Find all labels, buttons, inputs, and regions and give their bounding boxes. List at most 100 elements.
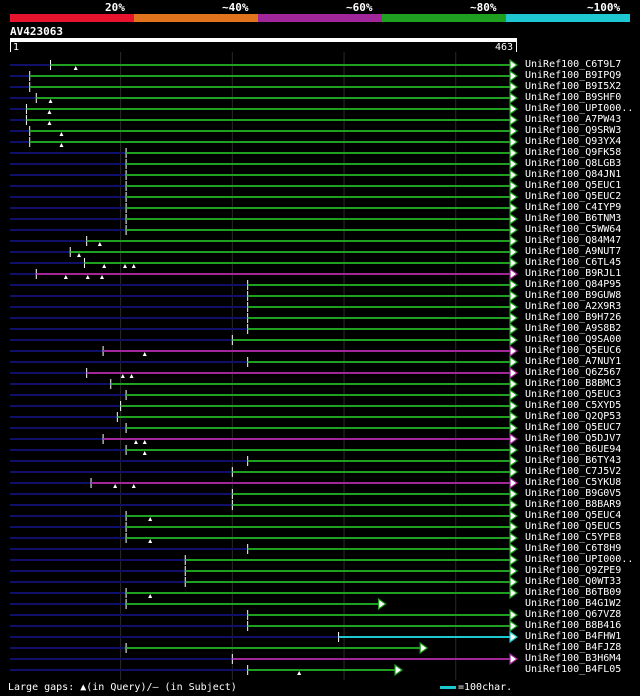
hit-label: UniRef100_Q9SA00 [525, 334, 622, 345]
hit-arrow [509, 311, 519, 325]
hit-label: UniRef100_Q5EUC2 [525, 191, 622, 202]
hit-arrow [509, 157, 519, 171]
hit-label: UniRef100_B9I5X2 [525, 81, 622, 92]
gap-marker [142, 451, 147, 455]
hit-arrow [509, 586, 519, 600]
hit-arrow [509, 575, 519, 589]
hit-arrow [509, 69, 519, 83]
hit-label: UniRef100_Q84P95 [525, 279, 622, 290]
gap-marker [102, 264, 107, 268]
gap-marker [63, 275, 68, 279]
footer-scale-legend: =100char. [440, 682, 512, 693]
hit-label: UniRef100_Q2QP53 [525, 411, 622, 422]
identity-color-legend [10, 14, 630, 22]
gap-marker [131, 264, 136, 268]
hit-arrow [509, 608, 519, 622]
hit-arrow [509, 410, 519, 424]
hit-arrow [509, 476, 519, 490]
hit-arrow [509, 201, 519, 215]
hit-label: UniRef100_Q6Z567 [525, 367, 622, 378]
hit-label: UniRef100_Q5EUC4 [525, 510, 622, 521]
hit-arrow [509, 421, 519, 435]
hit-arrow [509, 366, 519, 380]
gap-marker [47, 121, 52, 125]
query-id: AV423063 [10, 25, 63, 38]
gap-marker [142, 440, 147, 444]
gap-marker [59, 143, 64, 147]
hit-label: UniRef100_B9G0V5 [525, 488, 622, 499]
footer-gaps-legend: Large gaps: ▲(in Query)/— (in Subject) [8, 682, 237, 693]
hit-label: UniRef100_B4FHW1 [525, 631, 622, 642]
hit-label: UniRef100_B8BMC3 [525, 378, 622, 389]
gap-marker [73, 66, 78, 70]
gap-marker [142, 352, 147, 356]
hit-arrow [509, 256, 519, 270]
legend-segment [382, 14, 506, 22]
gap-marker [77, 253, 81, 257]
hit-label: UniRef100_C6T9L7 [525, 59, 622, 70]
hit-arrow [509, 80, 519, 94]
legend-label: ~40% [222, 1, 249, 14]
hit-arrow [377, 597, 387, 611]
legend-segment [258, 14, 382, 22]
hit-arrow [509, 179, 519, 193]
hit-arrow [509, 355, 519, 369]
hit-label: UniRef100_Q93YX4 [525, 136, 622, 147]
gap-marker [148, 517, 153, 521]
hit-label: UniRef100_A2X9R3 [525, 301, 622, 312]
gap-marker [48, 99, 53, 103]
legend-label: ~80% [470, 1, 497, 14]
hit-label: UniRef100_B8BAR9 [525, 499, 622, 510]
hit-label: UniRef100_B3H6M4 [525, 653, 622, 664]
hit-label: UniRef100_A9S8B2 [525, 323, 622, 334]
hit-arrow [509, 388, 519, 402]
gap-marker [148, 594, 153, 598]
hit-arrow [509, 509, 519, 523]
hit-arrow [419, 641, 429, 655]
hit-arrow [509, 542, 519, 556]
hit-arrow [509, 135, 519, 149]
hit-arrow [509, 498, 519, 512]
hit-label: UniRef100_B9IPQ9 [525, 70, 622, 81]
hit-arrow [509, 465, 519, 479]
hit-arrow [509, 278, 519, 292]
hit-arrow [509, 124, 519, 138]
hit-label: UniRef100_Q8LGB3 [525, 158, 622, 169]
hit-label: UniRef100_Q9SRW3 [525, 125, 622, 136]
hit-arrow [509, 322, 519, 336]
hit-label: UniRef100_C6T8H9 [525, 543, 622, 554]
hit-arrow [509, 289, 519, 303]
hit-label: UniRef100_B4FL05 [525, 664, 622, 675]
gap-marker [113, 484, 118, 488]
hit-label: UniRef100_Q5EUC6 [525, 345, 622, 356]
gap-marker [120, 374, 125, 378]
hit-arrow [509, 630, 519, 644]
gap-marker [297, 671, 302, 675]
hit-arrow [509, 300, 519, 314]
hit-label: UniRef100_C5XYD5 [525, 400, 622, 411]
legend-segment [134, 14, 258, 22]
hit-label: UniRef100_C6TL45 [525, 257, 622, 268]
hit-label: UniRef100_C5YKU8 [525, 477, 622, 488]
legend-segment [10, 14, 134, 22]
legend-label: ~60% [346, 1, 373, 14]
gap-marker [59, 132, 64, 136]
hit-arrow [509, 212, 519, 226]
hit-label: UniRef100_C5WW64 [525, 224, 622, 235]
gap-marker [148, 539, 153, 543]
gap-marker [97, 242, 102, 246]
hit-arrow [394, 663, 404, 677]
hit-label: UniRef100_Q5EUC7 [525, 422, 622, 433]
hit-label: UniRef100_B4G1W2 [525, 598, 622, 609]
legend-label: 20% [105, 1, 125, 14]
hit-label: UniRef100_B6TNM3 [525, 213, 622, 224]
hit-label: UniRef100_Q5EUC3 [525, 389, 622, 400]
hit-arrow [509, 344, 519, 358]
hit-label: UniRef100_B9SHF0 [525, 92, 622, 103]
hit-arrow [509, 399, 519, 413]
hit-label: UniRef100_Q5EUC1 [525, 180, 622, 191]
hit-label: UniRef100_UPI000.. [525, 554, 634, 565]
hit-arrow [509, 377, 519, 391]
hit-arrow [509, 245, 519, 259]
